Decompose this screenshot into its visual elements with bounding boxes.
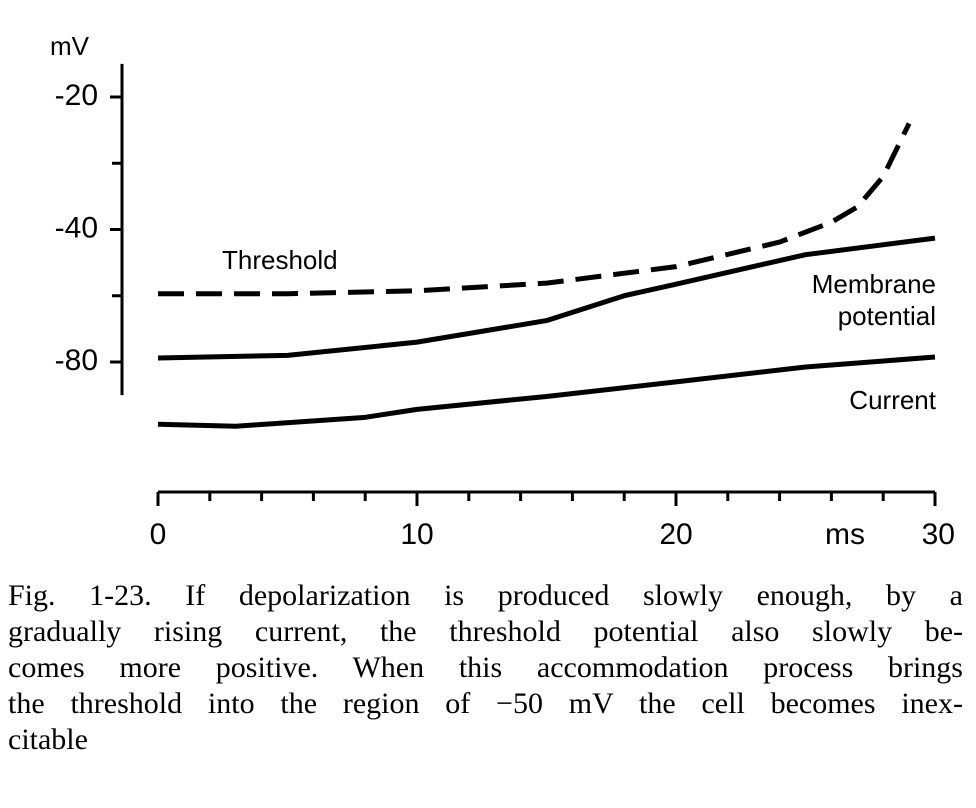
y-tick-label: -40 bbox=[55, 211, 98, 244]
annotation: potential bbox=[838, 301, 936, 331]
annotation: Membrane bbox=[812, 269, 936, 299]
caption-line: citable bbox=[8, 723, 88, 756]
x-tick-label: 20 bbox=[659, 518, 692, 551]
x-axis-label: ms bbox=[825, 518, 865, 551]
caption-line: gradually rising current, the threshold … bbox=[8, 615, 963, 648]
line-series bbox=[158, 122, 912, 297]
x-tick-label: 30 bbox=[922, 518, 955, 551]
x-tick-label: 0 bbox=[150, 518, 167, 551]
annotation: Threshold bbox=[222, 245, 338, 275]
line-series bbox=[157, 354, 936, 429]
y-tick-label: -80 bbox=[55, 344, 98, 377]
caption: Fig. 1-23. If depolarization is produced… bbox=[8, 578, 963, 758]
annotation: Current bbox=[849, 385, 936, 415]
caption-line: the threshold into the region of −50 mV … bbox=[8, 687, 963, 720]
x-tick-label: 10 bbox=[400, 518, 433, 551]
y-tick-label: -20 bbox=[55, 79, 98, 112]
chart: mV ms Threshold Membrane potential Curre… bbox=[50, 31, 955, 551]
caption-line: comes more positive. When this accommoda… bbox=[8, 651, 963, 684]
y-axis-label: mV bbox=[50, 31, 90, 61]
caption-line: Fig. 1-23. If depolarization is produced… bbox=[8, 579, 963, 612]
line-series bbox=[157, 235, 936, 361]
